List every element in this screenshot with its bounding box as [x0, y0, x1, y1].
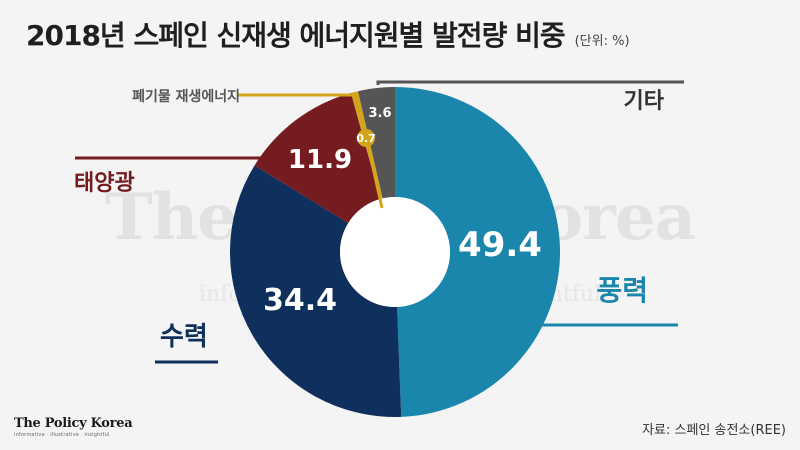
slice-solar	[254, 92, 381, 224]
brand-name: The Policy Korea	[14, 416, 133, 431]
chart-title-area: 2018년 스페인 신재생 에너지원별 발전량 비중 (단위: %)	[26, 14, 630, 54]
category-label-wind: 풍력	[596, 274, 648, 307]
leader-line-other	[376, 80, 684, 85]
chart-title: 2018년 스페인 신재생 에너지원별 발전량 비중	[26, 19, 566, 52]
category-label-waste: 폐기물 재생에너지	[132, 89, 240, 105]
value-badge-waste	[357, 129, 375, 147]
leader-line-waste	[238, 93, 384, 209]
slice-wind	[395, 87, 560, 417]
category-label-solar: 태양광	[74, 171, 135, 196]
slice-other	[357, 87, 395, 199]
brand-tagline: informative · illustrative · insightful	[14, 432, 110, 438]
category-label-other: 기타	[624, 89, 665, 114]
value-label-hydro: 34.4	[263, 283, 337, 318]
value-label-other: 3.6	[368, 106, 391, 121]
slice-hydro	[229, 165, 402, 417]
value-label-solar: 11.9	[288, 145, 352, 175]
value-label-wind: 49.4	[458, 225, 542, 265]
unit-label: (단위: %)	[574, 34, 630, 49]
category-label-hydro: 수력	[160, 322, 208, 352]
source-note: 자료: 스페인 송전소(REE)	[642, 423, 786, 438]
brand-logo: The Policy Korea informative · illustrat…	[14, 416, 133, 438]
value-label-waste: 0.7	[356, 132, 376, 145]
donut-hole	[340, 197, 450, 307]
